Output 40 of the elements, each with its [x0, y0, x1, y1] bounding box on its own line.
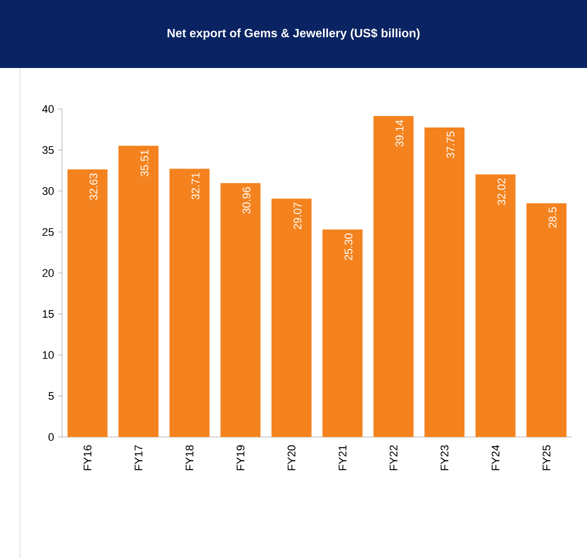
data-label: 32.71: [192, 172, 200, 200]
y-tick-label: 35: [42, 146, 54, 154]
bar: [322, 229, 362, 437]
x-tick-label: FY25: [542, 445, 550, 470]
bar: [68, 169, 108, 437]
bar: [374, 116, 414, 437]
bar: [118, 146, 159, 437]
data-label: 25.30: [344, 233, 352, 260]
y-tick-label: 25: [42, 228, 54, 236]
y-tick-label: 10: [42, 351, 54, 359]
y-tick-label: 20: [42, 269, 54, 277]
y-tick-label: 5: [48, 392, 54, 400]
data-label: 30.96: [242, 187, 250, 214]
data-label: 37.75: [446, 131, 454, 158]
bar: [170, 168, 210, 437]
bar: [526, 203, 566, 437]
bar: [476, 174, 516, 437]
y-tick-label: 40: [42, 105, 54, 113]
bar: [272, 198, 312, 437]
data-label: 39.14: [396, 120, 404, 147]
x-tick-label: FY22: [390, 445, 398, 470]
chart-title: Net export of Gems & Jewellery (US$ billion): [168, 28, 420, 40]
x-tick-label: FY23: [440, 445, 448, 470]
x-tick-label: FY24: [492, 445, 500, 470]
x-tick-label: FY19: [236, 445, 244, 470]
x-tick-label: FY21: [338, 445, 346, 470]
data-label: 28.5: [548, 207, 556, 228]
bar: [220, 183, 260, 437]
x-tick-label: FY18: [186, 445, 194, 470]
x-tick-label: FY20: [288, 445, 296, 470]
data-label: 29.07: [294, 202, 302, 230]
data-label: 32.02: [498, 178, 506, 205]
x-tick-label: FY16: [84, 445, 92, 470]
x-tick-label: FY17: [134, 445, 142, 470]
y-tick-label: 15: [42, 310, 54, 318]
bar: [424, 127, 464, 437]
data-label: 32.63: [90, 173, 98, 200]
data-label: 35.51: [140, 150, 148, 176]
y-tick-label: 30: [42, 187, 54, 195]
y-tick-label: 0: [48, 433, 54, 441]
